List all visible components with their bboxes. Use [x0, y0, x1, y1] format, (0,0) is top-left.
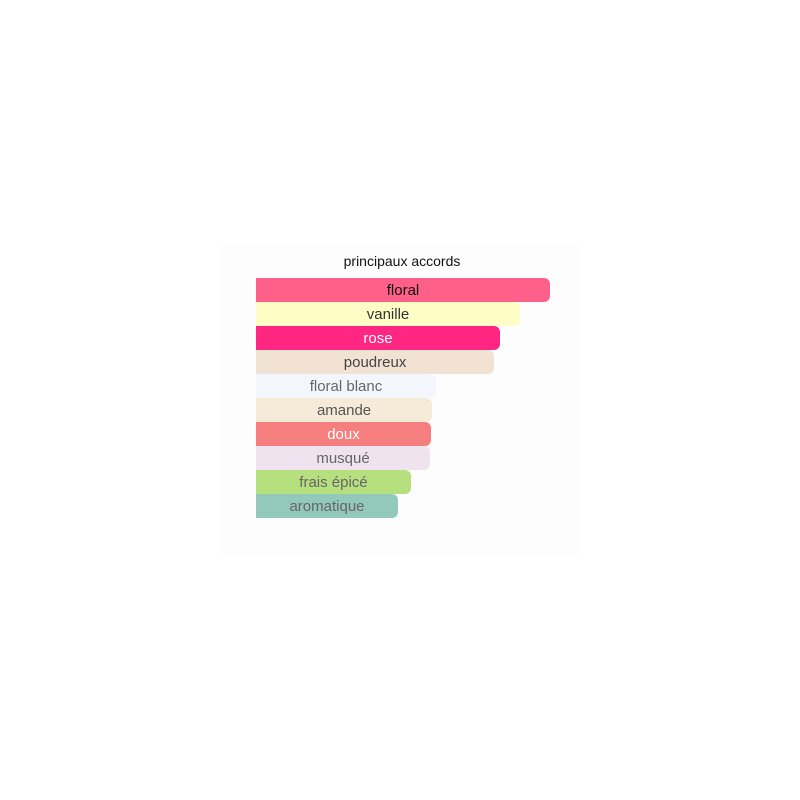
bar-poudreux: poudreux: [256, 350, 495, 374]
bar-floral-blanc: floral blanc: [256, 374, 436, 398]
bars-container: floral vanille rose poudreux floral blanc ama…: [256, 278, 550, 518]
bar-musqué: musqué: [256, 446, 431, 470]
bar-floral: floral: [256, 278, 550, 302]
bar-aromatique: aromatique: [256, 494, 398, 518]
bar-amande: amande: [256, 398, 433, 422]
bar-rose: rose: [256, 326, 501, 350]
bar-doux: doux: [256, 422, 431, 446]
chart-title: principaux accords: [343, 253, 461, 269]
bar-frais-épicé: frais épicé: [256, 470, 411, 494]
accords-panel: principaux accords floral vanille rose poud…: [222, 243, 578, 555]
bar-vanille: vanille: [256, 302, 520, 326]
